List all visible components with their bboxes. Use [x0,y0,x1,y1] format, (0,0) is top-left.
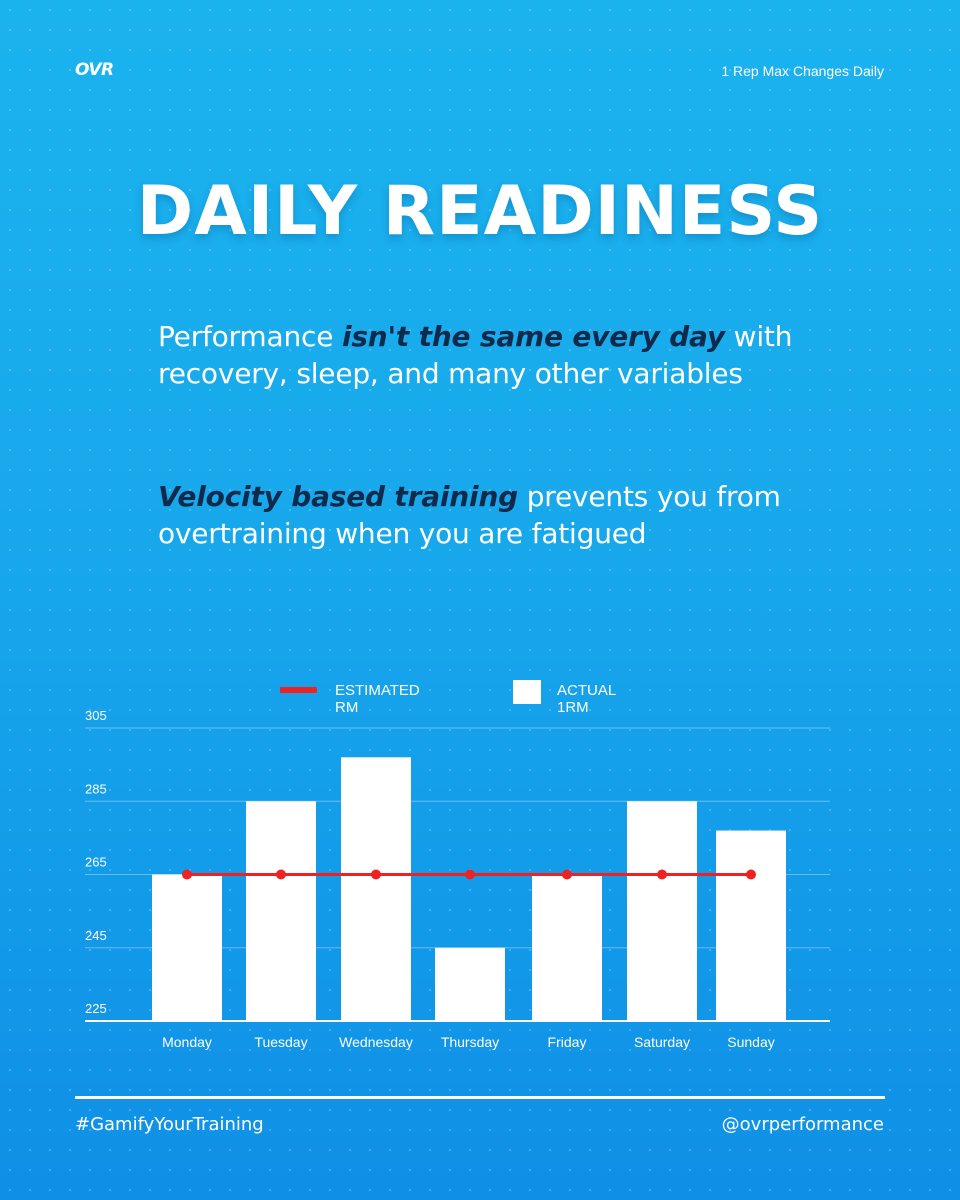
legend-actual-label: ACTUAL 1RM [557,682,616,716]
y-tick-label: 285 [85,781,107,796]
estimated-rm-point [371,869,381,880]
intro-paragraph: Performance isn't the same every day wit… [158,318,798,392]
estimated-rm-point [276,869,286,880]
intro-text-start: Performance [158,320,342,353]
footer-handle[interactable]: @ovrperformance [721,1114,884,1135]
legend-estimated-label: ESTIMATED RM [335,682,420,716]
bar-actual-1rm [435,947,505,1021]
x-tick-label: Saturday [634,1034,690,1050]
ovr-logo: OVR [75,60,114,80]
estimated-rm-point [657,869,667,880]
x-tick-label: Monday [162,1034,212,1050]
bar-actual-1rm [152,874,222,1021]
x-tick-label: Thursday [441,1034,499,1050]
intro-text-end: with recovery, sleep, and many other var… [158,320,793,390]
legend-actual-swatch [513,680,541,704]
x-tick-label: Tuesday [254,1034,307,1050]
legend-estimated-swatch [280,687,317,693]
y-tick-label: 305 [85,708,107,723]
x-tick-label: Friday [548,1034,587,1050]
bar-actual-1rm [532,874,602,1021]
bar-actual-1rm [716,830,786,1021]
estimated-rm-point [562,869,572,880]
x-tick-label: Sunday [727,1034,774,1050]
estimated-rm-point [182,869,192,880]
footer-hashtag[interactable]: #GamifyYourTraining [75,1114,264,1135]
header-tagline: 1 Rep Max Changes Daily [721,63,884,79]
footer-divider [75,1096,885,1099]
bar-actual-1rm [246,801,316,1021]
vbt-emphasis: Velocity based training [158,480,519,513]
bar-actual-1rm [341,757,411,1021]
bar-actual-1rm [627,801,697,1021]
y-tick-label: 265 [85,855,107,870]
intro-emphasis: isn't the same every day [341,320,725,353]
page-title: DAILY READINESS [136,172,824,251]
estimated-rm-point [746,869,756,880]
estimated-rm-point [465,869,475,880]
vbt-paragraph: Velocity based training prevents you fro… [158,478,798,552]
x-tick-label: Wednesday [339,1034,413,1050]
y-tick-label: 225 [85,1001,107,1016]
vbt-text-end: prevents you from overtraining when you … [158,480,781,550]
y-tick-label: 245 [85,928,107,943]
